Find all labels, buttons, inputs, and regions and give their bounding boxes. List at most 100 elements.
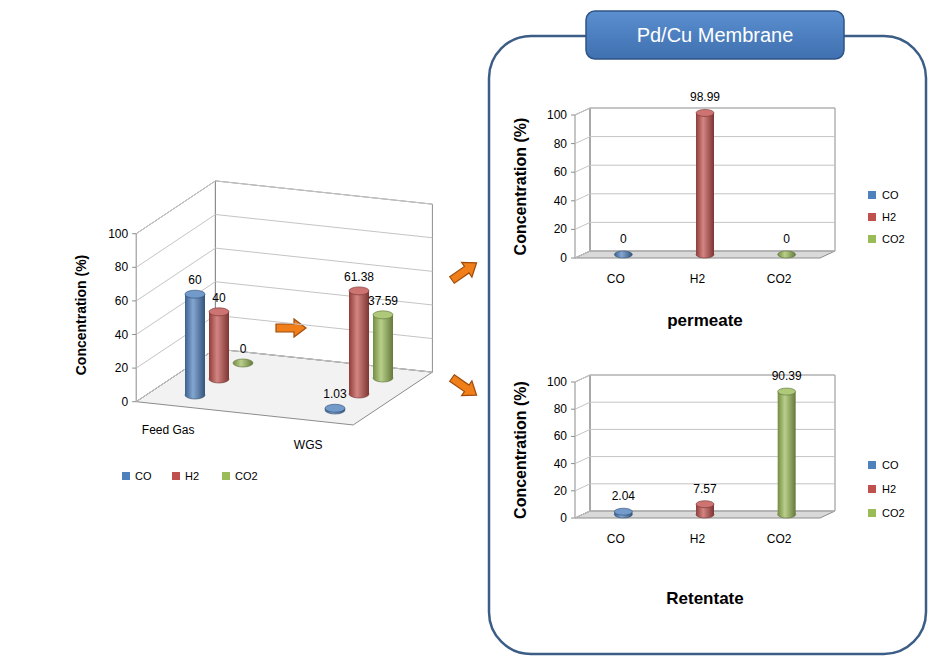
bar-body — [349, 291, 369, 394]
bar — [614, 508, 632, 518]
data-label: 60 — [188, 273, 202, 287]
category-label: CO — [607, 272, 625, 286]
legend-label: CO — [882, 459, 899, 471]
bars — [185, 287, 393, 414]
bar — [233, 359, 253, 367]
legend-label: CO — [135, 470, 152, 482]
tick-label: 40 — [554, 457, 568, 471]
tick-label: 20 — [554, 484, 568, 498]
bar-body — [778, 392, 796, 515]
tick-mark — [132, 401, 136, 402]
grid-line — [575, 402, 835, 409]
data-label: 61.38 — [344, 270, 374, 284]
grid-line — [575, 429, 835, 436]
tick-label: 0 — [560, 511, 567, 525]
tick-label: 0 — [122, 395, 129, 409]
arrow — [447, 371, 482, 403]
bar-top — [614, 508, 632, 515]
data-label: 0 — [620, 232, 627, 246]
tick-mark — [132, 334, 136, 335]
legend-swatch — [868, 213, 876, 221]
legend-label: H2 — [882, 483, 896, 495]
tick-mark — [571, 143, 575, 144]
side-wall — [575, 108, 590, 258]
tick-mark — [571, 229, 575, 230]
tick-mark — [571, 172, 575, 173]
tick-label: 100 — [108, 227, 128, 241]
tick-label: 60 — [554, 429, 568, 443]
category-label: CO — [607, 532, 625, 546]
arrow — [276, 319, 306, 337]
bar-top — [349, 287, 369, 295]
canvas: Pd/Cu Membrane020406080100037.594061.386… — [0, 0, 929, 658]
bar — [696, 501, 714, 518]
tick-mark — [571, 200, 575, 201]
data-label: 7.57 — [693, 482, 717, 496]
axis-title: Concentration (%) — [512, 118, 529, 256]
tick-mark — [132, 300, 136, 301]
bar-top — [778, 388, 796, 395]
tick-label: 80 — [115, 260, 129, 274]
bar-disk — [233, 359, 253, 367]
legend-label: CO — [882, 189, 899, 201]
legend-swatch — [868, 509, 876, 517]
legend-label: CO2 — [882, 507, 905, 519]
tick-mark — [132, 233, 136, 234]
bar-body — [185, 294, 205, 395]
data-label: 0 — [240, 342, 247, 356]
side-wall — [136, 181, 215, 402]
legend-swatch — [868, 191, 876, 199]
bar-body — [373, 315, 393, 378]
tick-mark — [132, 368, 136, 369]
data-label: 0 — [783, 232, 790, 246]
grid-line — [136, 181, 432, 234]
bar-top — [373, 311, 393, 319]
tick-mark — [571, 382, 575, 383]
data-label: 1.03 — [323, 387, 347, 401]
bar-disk — [778, 251, 796, 258]
bar — [349, 287, 369, 398]
panel-title: Pd/Cu Membrane — [637, 24, 794, 46]
category-label: CO2 — [767, 532, 792, 546]
legend-label: H2 — [882, 211, 896, 223]
back-wall — [215, 181, 432, 372]
tick-label: 0 — [560, 251, 567, 265]
bar-top — [696, 501, 714, 508]
bar-top — [185, 290, 205, 298]
tick-mark — [571, 463, 575, 464]
chart-title: permeate — [667, 311, 743, 330]
tick-label: 40 — [115, 328, 129, 342]
tick-mark — [571, 436, 575, 437]
chart-single: 020406080100098.990COH2CO2permeateConcen… — [512, 90, 905, 330]
chart-grouped: 020406080100037.594061.38601.03Feed GasW… — [73, 181, 432, 482]
bar-body — [696, 113, 714, 255]
bar — [696, 109, 714, 258]
legend-swatch — [868, 485, 876, 493]
tick-label: 100 — [547, 108, 567, 122]
legend-label: CO2 — [235, 470, 258, 482]
panel-title-box — [586, 11, 844, 59]
bar-disk — [614, 251, 632, 258]
tick-label: 80 — [554, 137, 568, 151]
tick-label: 60 — [115, 294, 129, 308]
bar — [325, 404, 345, 414]
bar — [614, 251, 632, 258]
grid-line — [575, 457, 835, 464]
tick-label: 60 — [554, 165, 568, 179]
category-label: Feed Gas — [142, 423, 195, 437]
bar-top — [325, 404, 345, 412]
legend-swatch — [868, 235, 876, 243]
tick-label: 80 — [554, 402, 568, 416]
category-label: CO2 — [767, 272, 792, 286]
tick-label: 100 — [547, 375, 567, 389]
bars — [614, 109, 795, 258]
legend-swatch — [172, 472, 180, 480]
axis-title: Concentration (%) — [73, 255, 89, 376]
chart-title: Retentate — [666, 589, 743, 608]
panel-frame — [489, 36, 926, 654]
bar — [373, 311, 393, 382]
arrow — [447, 255, 482, 287]
bar-top — [696, 109, 714, 116]
tick-mark — [571, 409, 575, 410]
data-label: 90.39 — [772, 369, 802, 383]
